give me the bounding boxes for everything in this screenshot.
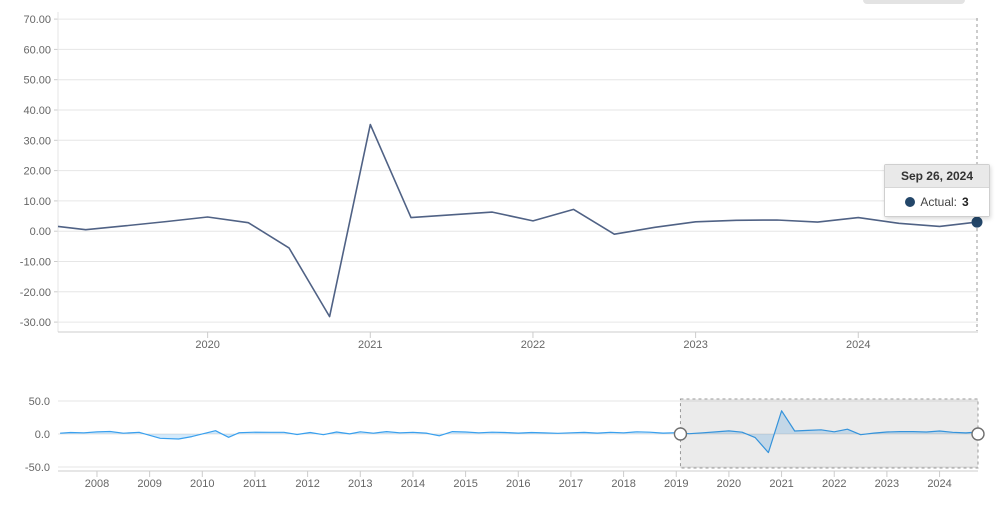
navigator-line [60,410,979,454]
y-axis-label: 60.00 [23,44,51,56]
nav-x-axis-label: 2013 [348,478,372,490]
nav-x-axis-label: 2019 [664,478,688,490]
x-axis-label: 2023 [683,339,707,351]
main-chart[interactable]: 70.00 60.00 50.00 40.00 30.00 20.00 10.00 0.00 -… [0,0,996,368]
end-point-marker[interactable] [971,216,983,228]
y-axis-label: 40.00 [23,105,51,117]
nav-x-axis-label: 2014 [401,478,425,490]
nav-y-axis-label: 0.0 [35,429,50,441]
y-axis-label: -30.00 [20,317,51,329]
y-axis-label: 70.00 [23,14,51,26]
nav-x-axis-label: 2024 [927,478,951,490]
tooltip-value: 3 [962,195,969,209]
x-axis-label: 2022 [521,339,545,351]
navigator-chart[interactable]: 50.0 0.0 -50.0 2008 2009 2010 2011 2012 2013 2014… [0,368,996,510]
navigator-selection[interactable] [679,398,979,469]
nav-x-axis-label: 2011 [243,478,267,490]
nav-x-axis-label: 2009 [137,478,161,490]
nav-x-axis-label: 2016 [506,478,530,490]
y-axis-label: -20.00 [20,287,51,299]
navigator-handle-right[interactable] [971,427,985,441]
nav-x-axis-label: 2023 [875,478,899,490]
y-axis-label: 20.00 [23,166,51,178]
x-axis-label: 2020 [195,339,219,351]
tooltip-date: Sep 26, 2024 [885,165,989,188]
nav-x-axis-label: 2010 [190,478,214,490]
series-marker-icon [905,197,916,207]
nav-x-axis-label: 2015 [453,478,477,490]
cropped-button-remnant [863,0,965,4]
tooltip: Sep 26, 2024 Actual: 3 [884,164,990,217]
y-axis-label: 10.00 [23,196,51,208]
nav-x-axis-label: 2020 [717,478,741,490]
nav-x-axis-label: 2008 [85,478,109,490]
x-axis-label: 2024 [846,339,870,351]
y-axis-label: 30.00 [23,135,51,147]
nav-y-axis-label: -50.0 [25,462,50,474]
nav-x-axis-label: 2018 [611,478,635,490]
nav-x-axis-label: 2022 [822,478,846,490]
nav-x-axis-label: 2021 [769,478,793,490]
navigator-handle-left[interactable] [673,427,688,441]
tooltip-row: Actual: 3 [885,188,989,216]
actual-series-line [57,123,978,318]
y-axis-label: 50.00 [23,75,51,87]
navigator-area [60,410,979,453]
nav-x-axis-label: 2012 [295,478,319,490]
tooltip-series-label: Actual: [920,195,957,209]
y-axis-label: -10.00 [20,257,51,269]
nav-x-axis-label: 2017 [559,478,583,490]
x-axis-label: 2021 [358,339,382,351]
nav-y-axis-label: 50.0 [29,396,50,408]
y-axis-label: 0.00 [30,226,51,238]
